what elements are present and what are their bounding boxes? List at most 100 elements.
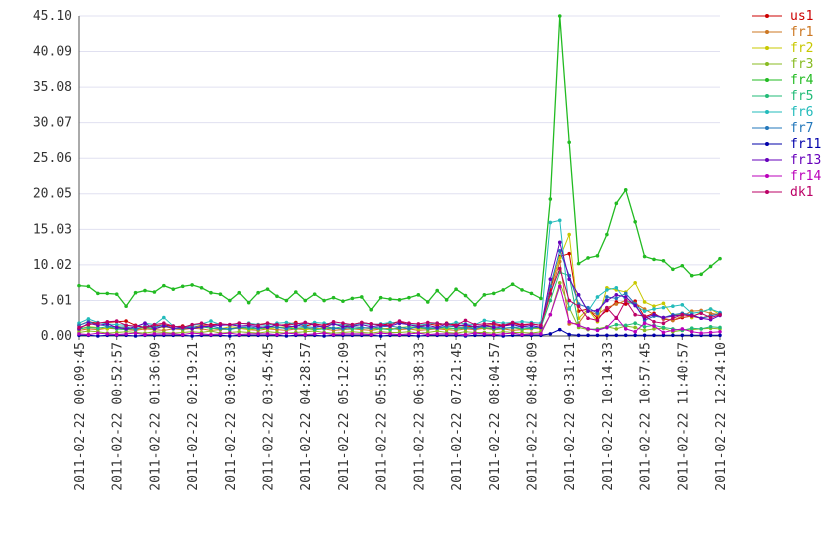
data-point [284, 334, 289, 338]
data-point [548, 298, 553, 303]
data-point [661, 301, 666, 306]
data-point [425, 300, 430, 304]
data-point [614, 285, 619, 290]
data-point [576, 293, 581, 297]
x-tick-label: 2011-02-22 06:38:33 [412, 342, 427, 491]
data-point [567, 277, 571, 282]
data-point [256, 323, 260, 328]
data-point [162, 283, 166, 288]
data-point [557, 280, 562, 285]
data-point [576, 304, 581, 308]
data-point [133, 324, 138, 328]
data-point [605, 325, 609, 330]
data-point [444, 332, 449, 336]
data-point [510, 331, 515, 335]
legend-marker [765, 158, 769, 162]
data-point [369, 307, 374, 312]
data-point [482, 322, 487, 326]
data-point [96, 334, 100, 338]
data-point [162, 332, 166, 336]
x-tick-label: 2011-02-22 05:55:21 [375, 342, 390, 491]
data-point [114, 292, 119, 296]
data-point [689, 333, 694, 338]
data-point [529, 322, 534, 326]
data-point [435, 329, 440, 333]
data-point [143, 325, 147, 330]
y-tick-label: 15.03 [33, 222, 72, 237]
data-point [256, 290, 260, 295]
data-point [228, 298, 232, 303]
data-point [124, 327, 128, 331]
data-point [642, 309, 647, 313]
data-point [359, 320, 364, 325]
data-point [237, 290, 242, 295]
data-point [652, 324, 656, 328]
data-point [124, 332, 128, 336]
data-point [510, 320, 515, 325]
data-point [567, 140, 571, 145]
data-point [557, 14, 562, 18]
data-point [190, 334, 194, 338]
data-point [312, 332, 317, 336]
legend-marker [765, 46, 769, 50]
data-point [133, 334, 138, 338]
data-point [133, 327, 138, 332]
data-point [557, 327, 562, 332]
data-point [378, 322, 383, 327]
legend-label: fr6 [790, 105, 813, 120]
data-point [652, 304, 656, 308]
y-tick-label: 45.10 [33, 9, 72, 24]
data-point [595, 254, 600, 258]
data-point [444, 298, 449, 302]
data-point [463, 325, 468, 330]
data-point [595, 308, 600, 313]
x-tick-label: 2011-02-22 11:40:57 [676, 342, 691, 491]
data-point [661, 305, 666, 310]
data-point [557, 218, 562, 223]
y-tick-label: 30.07 [33, 116, 72, 131]
data-point [463, 322, 468, 327]
data-point [708, 333, 713, 338]
data-point [699, 327, 703, 331]
data-point [520, 322, 524, 327]
data-point [190, 331, 194, 335]
data-point [510, 282, 515, 287]
y-tick-label: 40.09 [33, 45, 72, 60]
data-point [586, 305, 590, 310]
data-point [614, 322, 619, 327]
data-point [633, 321, 637, 326]
data-point [341, 299, 345, 304]
data-point [312, 322, 317, 327]
data-point [152, 322, 157, 327]
data-point [633, 280, 637, 285]
x-tick-label: 2011-02-22 05:12:09 [337, 342, 352, 491]
legend-marker [765, 142, 769, 146]
data-point [463, 332, 468, 337]
data-point [416, 334, 421, 338]
x-tick-label: 2011-02-22 12:24:10 [714, 342, 729, 491]
data-point [425, 332, 430, 337]
data-point [218, 322, 223, 326]
data-point [96, 321, 100, 326]
data-point [237, 324, 242, 328]
legend-label: fr14 [790, 169, 821, 184]
data-point [454, 320, 458, 325]
data-point [491, 321, 496, 326]
data-point [152, 332, 157, 336]
data-point [642, 324, 647, 329]
data-point [539, 332, 543, 336]
data-point [341, 324, 345, 329]
data-point [576, 333, 581, 338]
legend-marker [765, 94, 769, 98]
data-point [341, 332, 345, 336]
data-point [359, 325, 364, 330]
data-point [586, 256, 590, 260]
data-point [529, 332, 534, 336]
data-point [501, 323, 505, 328]
x-tick-label: 2011-02-22 00:52:57 [111, 342, 126, 491]
data-point [303, 329, 308, 334]
data-point [491, 332, 496, 337]
data-point [576, 323, 581, 328]
data-point [689, 314, 694, 318]
